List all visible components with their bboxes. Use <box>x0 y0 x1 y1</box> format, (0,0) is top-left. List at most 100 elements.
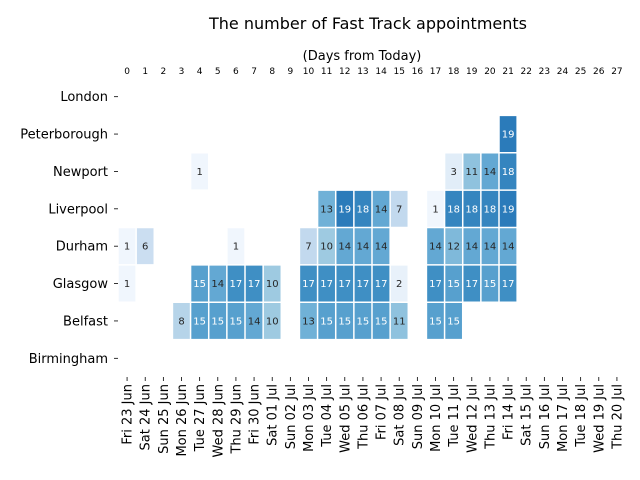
x-tick-label: Thu 06 Jul <box>356 384 371 450</box>
cell-value-label: 15 <box>357 316 370 327</box>
heatmap-cell <box>245 303 263 339</box>
cell-value-label: 18 <box>484 204 497 215</box>
cell-value-label: 18 <box>357 204 370 215</box>
cell-value-label: 11 <box>393 316 406 327</box>
heatmap-cell <box>481 153 499 190</box>
heatmap-cell <box>245 265 263 302</box>
cell-value-label: 14 <box>375 204 388 215</box>
heatmap-cell <box>372 303 390 339</box>
cell-value-label: 17 <box>357 279 370 290</box>
cell-value-label: 1 <box>124 242 130 253</box>
y-tick-label: Belfast <box>63 314 108 329</box>
top-tick-label: 25 <box>575 67 586 77</box>
cell-value-label: 18 <box>465 204 478 215</box>
heatmap-cell <box>499 153 517 190</box>
cell-value-label: 2 <box>396 279 402 290</box>
top-tick-label: 7 <box>251 67 257 77</box>
cell-value-label: 13 <box>320 204 333 215</box>
heatmap-cell <box>227 228 245 265</box>
cell-value-label: 12 <box>447 242 460 253</box>
top-tick-label: 17 <box>430 67 441 77</box>
heatmap-cell <box>390 190 408 227</box>
top-tick-label: 11 <box>321 67 332 77</box>
y-tick-label: Glasgow <box>53 277 109 292</box>
cell-value-label: 15 <box>447 316 460 327</box>
cell-value-label: 1 <box>233 242 239 253</box>
heatmap-cell <box>499 265 517 302</box>
heatmap-cell <box>499 116 517 152</box>
cell-value-label: 19 <box>502 130 515 141</box>
cell-value-label: 14 <box>338 242 351 253</box>
cell-value-label: 14 <box>484 167 497 178</box>
cell-value-label: 8 <box>178 316 184 327</box>
cell-value-label: 17 <box>502 279 515 290</box>
x-tick-label: Fri 14 Jul <box>502 384 517 440</box>
heatmap-cell <box>354 303 372 339</box>
cell-value-label: 15 <box>193 316 206 327</box>
top-tick-label: 13 <box>357 67 368 77</box>
heatmap-cell <box>300 228 317 265</box>
heatmap-cell <box>372 190 390 227</box>
top-tick-label: 4 <box>197 67 203 77</box>
top-tick-label: 14 <box>375 67 387 77</box>
top-tick-label: 8 <box>269 67 275 77</box>
y-tick-label: Durham <box>56 240 108 255</box>
heatmap-cell <box>336 228 354 265</box>
top-tick-label: 0 <box>124 67 130 77</box>
heatmap-cell <box>481 265 499 302</box>
top-tick-label: 10 <box>303 67 315 77</box>
cell-value-label: 17 <box>429 279 442 290</box>
heatmap-cell <box>499 228 517 265</box>
x-tick-label: Sun 09 Jul <box>411 384 426 449</box>
heatmap-cell <box>191 265 208 302</box>
cell-value-label: 17 <box>465 279 478 290</box>
cell-value-label: 14 <box>465 242 478 253</box>
x-tick-label: Tue 04 Jul <box>320 384 335 448</box>
x-tick-label: Sat 08 Jul <box>393 384 408 446</box>
top-tick-label: 15 <box>393 67 404 77</box>
top-tick-label: 20 <box>484 67 496 77</box>
heatmap-cell <box>427 303 444 339</box>
top-tick-label: 26 <box>593 67 605 77</box>
heatmap-cell <box>118 228 136 265</box>
heatmap-cell <box>427 228 444 265</box>
top-axis-label: (Days from Today) <box>303 49 422 64</box>
heatmap-cell <box>481 228 499 265</box>
cell-value-label: 10 <box>266 279 279 290</box>
heatmap-cell <box>445 265 462 302</box>
x-tick-label: Tue 11 Jul <box>447 384 462 448</box>
heatmap-cell <box>318 190 335 227</box>
heatmap-cell <box>209 265 227 302</box>
x-tick-label: Tue 18 Jul <box>574 384 589 448</box>
heatmap-cell <box>445 153 462 190</box>
top-tick-label: 3 <box>179 67 185 77</box>
cell-value-label: 19 <box>338 204 351 215</box>
heatmap-cell <box>390 265 408 302</box>
x-tick-label: Wed 28 Jun <box>211 384 226 457</box>
x-tick-label: Tue 27 Jun <box>193 384 208 452</box>
top-tick-label: 2 <box>160 67 166 77</box>
top-tick-label: 9 <box>287 67 293 77</box>
cell-value-label: 14 <box>357 242 370 253</box>
y-tick-label: Newport <box>53 165 108 180</box>
heatmap-cell <box>354 265 372 302</box>
heatmap-cell <box>445 303 462 339</box>
heatmap-cell <box>227 303 245 339</box>
x-tick-label: Sun 16 Jul <box>538 384 553 449</box>
top-tick-label: 12 <box>339 67 350 77</box>
cell-value-label: 17 <box>320 279 333 290</box>
heatmap-cell <box>354 190 372 227</box>
heatmap-cell <box>481 190 499 227</box>
heatmap-cell <box>336 265 354 302</box>
cell-value-label: 14 <box>484 242 497 253</box>
y-tick-label: Liverpool <box>48 202 108 217</box>
heatmap-cell <box>318 265 335 302</box>
heatmap-cell <box>445 190 462 227</box>
cell-value-label: 17 <box>248 279 261 290</box>
cell-value-label: 6 <box>142 242 148 253</box>
top-tick-label: 21 <box>502 67 513 77</box>
heatmap-cell <box>173 303 190 339</box>
heatmap-cell <box>463 265 481 302</box>
